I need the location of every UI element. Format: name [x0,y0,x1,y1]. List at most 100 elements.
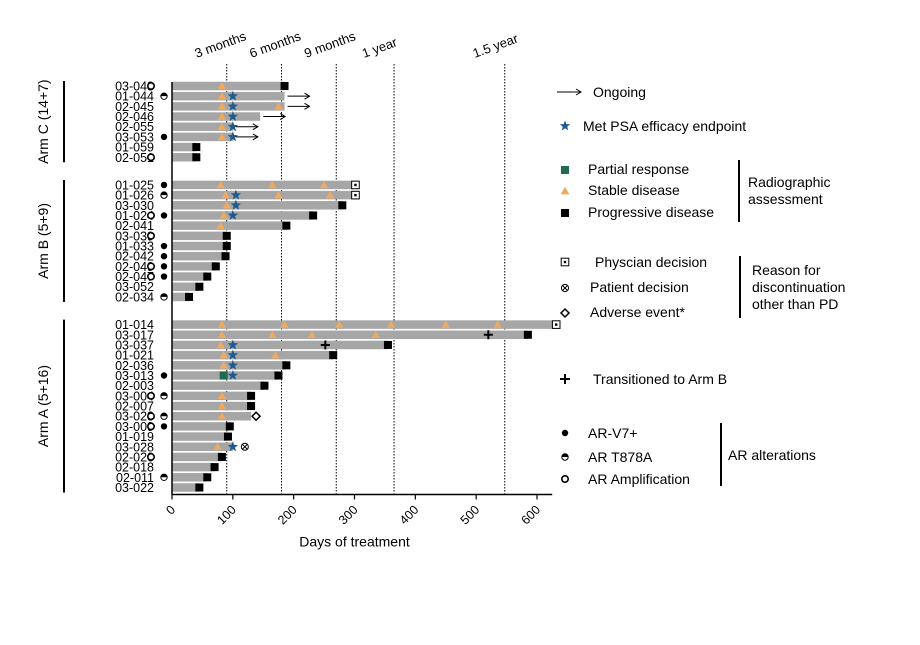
transition-03-037 [320,340,330,350]
patient-decision-03-028 [240,442,249,451]
patient-id-03-028: 03-028 [115,440,154,454]
bar-02-046 [172,112,261,121]
progressive-disease-03-037 [383,340,392,349]
psa-endpoint-03-037 [227,339,239,350]
ar-marker-03-009-v7 [160,423,168,430]
legend-adverse: Adverse event* [590,304,685,320]
patient-id-02-051: 02-051 [115,151,154,165]
patient-id-01-014: 01-014 [115,318,154,332]
legend-physician: Physcian decision [595,254,707,270]
progressive-disease-01-021 [329,351,338,360]
patient-id-03-013: 03-013 [115,369,154,383]
stable-disease-01-021 [219,351,228,359]
ar-marker-03-013 [160,372,168,379]
ar-marker-02-049 [147,262,156,271]
bar-03-023 [172,411,252,421]
psa-endpoint-02-036 [227,359,239,370]
bar-02-036 [172,361,287,370]
patient-id-02-018: 02-018 [115,461,154,475]
stable-disease-01-026 [325,191,335,199]
bar-02-018 [172,462,215,472]
patient-id-01-044: 01-044 [115,90,154,104]
psa-endpoint-01-021 [227,349,239,360]
stable-disease-03-023 [217,412,227,420]
legend-ongoing-icon [557,88,582,96]
stable-disease-01-021 [271,351,280,359]
legend-ongoing: Ongoing [593,84,646,100]
group-label-1: Arm B (5+9) [35,203,51,279]
bar-03-017 [172,330,528,340]
legend-radiographic-title-1: Radiographic [748,174,831,190]
bar-02-049 [172,262,216,271]
ar-marker-03-053 [160,133,168,141]
stable-disease-01-024 [219,211,228,219]
ar-marker-02-011 [160,473,168,481]
reference-label-1: 6 months [247,28,303,61]
bar-02-045 [172,102,285,111]
arm-group-labels: Arm C (14+7) Arm B (5+9) Arm A (5+16) [35,79,65,493]
patient-id-03-037: 03-037 [115,338,154,352]
stable-disease-03-017 [268,330,277,338]
progressive-disease-03-030 [338,201,347,210]
ar-marker-02-047-v7 [160,273,168,280]
physician-decision-01-026 [351,190,360,200]
ar-marker-03-023-t878a [160,412,168,420]
stable-disease-01-026 [221,191,230,199]
ar-marker-01-044 [160,92,168,100]
legend-ar-title: AR alterations [728,447,816,463]
bar-03-052 [172,282,200,291]
legend-psa-icon [559,120,571,131]
patient-id-03-030: 03-030 [115,199,154,213]
ar-marker-01-024-v7 [160,212,168,219]
stable-disease-01-014 [441,320,450,328]
stable-disease-01-014 [335,320,344,328]
bar-02-003 [172,381,265,390]
patient-id-01-024: 01-024 [115,209,154,223]
stable-disease-01-025 [268,180,277,189]
legend-psa: Met PSA efficacy endpoint [583,118,746,134]
bar-03-039 [172,231,227,241]
progressive-disease-02-007 [247,402,256,411]
transition-03-017 [483,330,493,340]
progressive-disease-02-049 [211,262,220,271]
progressive-disease-02-041 [282,221,291,230]
adverse-event-03-023 [251,411,262,422]
patient-id-03-039: 03-039 [115,229,154,243]
patient-id-02-042: 02-042 [115,250,154,264]
ar-marker-01-025 [160,181,168,189]
progressive-disease-02-034 [185,292,194,301]
ar-marker-03-009 [147,422,156,431]
ar-marker-02-020 [147,452,156,461]
ar-marker-03-004 [147,391,156,400]
ar-marker-01-024 [147,211,156,220]
bar-03-043 [172,81,285,91]
psa-endpoint-03-053 [227,131,239,142]
x-tick-label-4: 400 [397,503,422,528]
legend-progressive-icon [561,209,569,217]
reference-label-0: 3 months [193,28,249,61]
stable-disease-03-037 [216,340,225,349]
legend-stable-icon [560,186,570,195]
stable-disease-03-017 [371,330,380,338]
bar-02-047 [172,272,208,281]
ar-status-markers [147,82,168,481]
patient-id-03-017: 03-017 [115,328,154,342]
psa-endpoint-03-030 [230,199,242,210]
legend-radiographic-title-2: assessment [748,191,823,207]
x-tick-label-1: 100 [214,503,239,528]
ar-marker-01-033 [160,242,168,250]
patient-id-labels: 03-04301-04402-04502-04602-05503-05301-0… [115,80,154,495]
stable-disease-01-014 [493,320,502,328]
ar-marker-03-043 [147,82,156,91]
bar-02-041 [172,221,287,230]
ongoing-arrow-02-045 [287,102,311,110]
partial-response-03-013 [219,371,228,380]
patient-id-03-022: 03-022 [115,481,154,495]
x-tick-label-3: 300 [336,503,361,528]
patient-id-02-055: 02-055 [115,120,154,134]
stable-disease-02-007 [217,402,227,410]
stable-disease-03-028 [213,442,222,450]
patient-id-02-045: 02-045 [115,100,154,114]
bar-01-021 [172,350,334,360]
